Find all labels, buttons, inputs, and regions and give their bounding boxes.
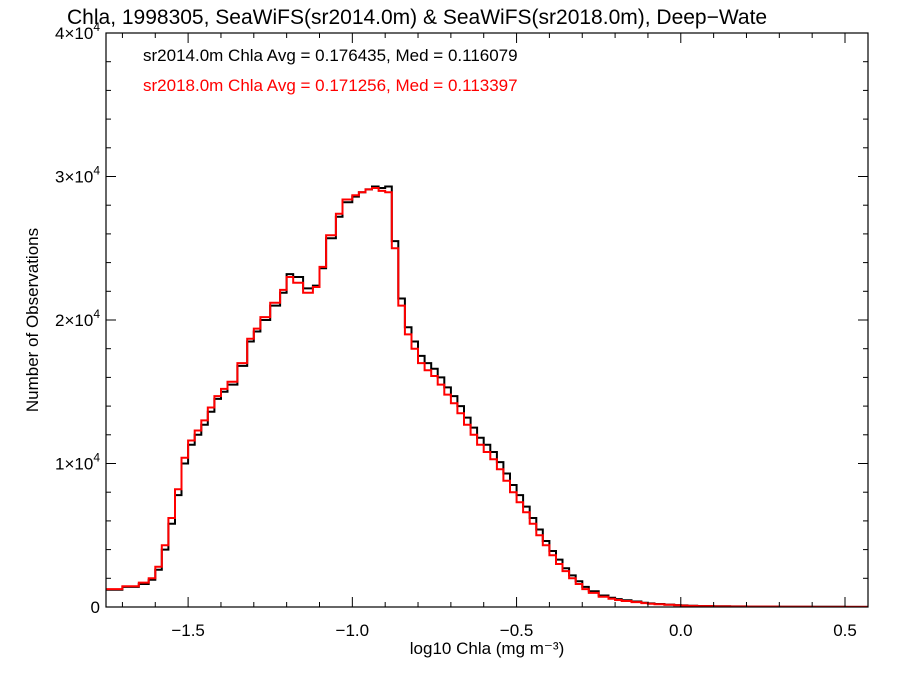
y-axis-label: Number of Observations — [23, 228, 42, 412]
y-tick-label: 4×104 — [55, 20, 100, 43]
plot-frame — [105, 32, 869, 608]
y-tick-label: 2×104 — [55, 307, 100, 330]
chart-title: Chla, 1998305, SeaWiFS(sr2014.0m) & SeaW… — [67, 6, 767, 29]
x-tick-label: 0.0 — [669, 621, 693, 640]
y-tick-label: 1×104 — [55, 451, 100, 474]
x-axis-label: log10 Chla (mg m⁻³) — [410, 639, 564, 658]
x-tick-label: −1.5 — [171, 621, 205, 640]
y-tick-label: 0 — [91, 598, 100, 617]
x-tick-label: −1.0 — [336, 621, 370, 640]
legend-entry-1: sr2014.0m Chla Avg = 0.176435, Med = 0.1… — [143, 46, 518, 65]
y-tick-label: 3×104 — [55, 164, 100, 187]
x-tick-label: −0.5 — [500, 621, 534, 640]
series-line-2 — [106, 187, 868, 607]
legend-entry-2: sr2018.0m Chla Avg = 0.171256, Med = 0.1… — [143, 76, 518, 95]
x-tick-label: 0.5 — [833, 621, 857, 640]
